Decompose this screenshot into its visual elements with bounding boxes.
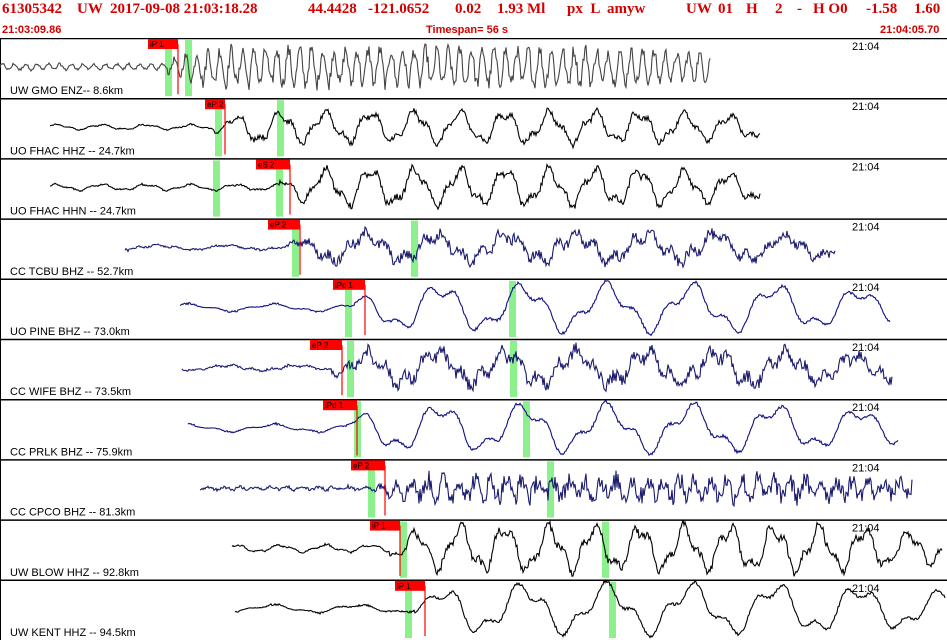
- pick-label: eS 2: [258, 160, 275, 169]
- panel-time-label: 21:04: [852, 342, 880, 354]
- station-label: UW GMO ENZ-- 8.6km: [10, 85, 123, 97]
- green-marker[interactable]: [276, 160, 283, 217]
- panel-time-label: 21:04: [852, 402, 880, 414]
- green-marker[interactable]: [165, 40, 172, 97]
- waveform: [49, 106, 761, 150]
- pick-marker[interactable]: [351, 460, 385, 471]
- event-datetime: 2017-09-08 21:03:18.28: [110, 1, 258, 17]
- pick-marker[interactable]: [395, 580, 425, 591]
- pick-marker[interactable]: [205, 99, 225, 110]
- green-marker[interactable]: [277, 100, 284, 157]
- event-h1: H: [746, 1, 758, 17]
- green-marker[interactable]: [215, 100, 222, 157]
- waveform: [49, 162, 761, 211]
- pick-marker[interactable]: [310, 340, 342, 350]
- waveform: [181, 342, 893, 393]
- trace-panel[interactable]: iP 1 21:04 UW BLOW HHZ -- 92.8km: [0, 519, 947, 580]
- green-marker[interactable]: [523, 401, 530, 458]
- panel-time-label: 21:04: [852, 523, 880, 535]
- station-label: CC TCBU BHZ -- 52.7km: [10, 266, 133, 278]
- pick-label: iP 1: [372, 522, 386, 531]
- panel-time-label: 21:04: [852, 282, 880, 294]
- trace-panel[interactable]: iPc 1 21:04 UO PINE BHZ -- 73.0km: [0, 278, 947, 339]
- green-marker[interactable]: [405, 581, 412, 638]
- panel-time-label: 21:04: [852, 101, 880, 113]
- waveform: [179, 279, 891, 337]
- waveform: [187, 399, 899, 457]
- pick-label: iPd 1: [325, 401, 344, 410]
- pick-label: eP 2: [270, 221, 287, 230]
- waveform: [0, 42, 711, 91]
- green-marker[interactable]: [411, 220, 418, 277]
- end-time: 21:04:05.70: [880, 24, 940, 36]
- event-depth: 0.02: [455, 1, 482, 17]
- pick-marker[interactable]: [256, 159, 290, 170]
- pick-label: iPc 1: [335, 281, 353, 290]
- event-n2: 2: [775, 1, 783, 17]
- green-marker[interactable]: [510, 341, 517, 398]
- pick-label: iP 1: [397, 582, 411, 591]
- event-lat: 44.4428: [308, 1, 357, 17]
- event-flags: px L amyw: [567, 1, 646, 17]
- station-label: CC PRLK BHZ -- 75.9km: [10, 446, 132, 458]
- trace-panel[interactable]: iP 1 21:04 UW KENT HHZ -- 94.5km: [0, 578, 947, 640]
- panel-time-label: 21:04: [852, 161, 880, 173]
- event-val1: -1.58: [866, 1, 898, 17]
- trace-panel[interactable]: eS 2 21:04 UO FHAC HHN -- 24.7km: [0, 158, 947, 219]
- event-lon: -121.0652: [368, 1, 430, 17]
- trace-panel[interactable]: eP 2 21:04 CC WIFE BHZ -- 73.5km: [0, 338, 947, 400]
- green-marker[interactable]: [213, 160, 220, 217]
- pick-label: iP 1: [150, 40, 164, 49]
- event-val2: 1.60: [914, 1, 941, 17]
- waveform: [231, 519, 943, 577]
- panel-time-label: 21:04: [852, 41, 880, 53]
- time-bar: 21:03:09.86 Timespan= 56 s 21:04:05.70: [0, 24, 947, 38]
- pick-label: eP 2: [353, 461, 370, 470]
- station-label: CC CPCO BHZ -- 81.3km: [10, 507, 135, 519]
- pick-marker[interactable]: [370, 520, 400, 531]
- waveform: [124, 225, 836, 269]
- start-time: 21:03:09.86: [2, 24, 62, 36]
- green-marker[interactable]: [400, 521, 407, 578]
- station-label: CC WIFE BHZ -- 73.5km: [10, 386, 131, 398]
- event-magnitude: 1.93 Ml: [497, 1, 546, 17]
- station-label: UO PINE BHZ -- 73.0km: [10, 326, 130, 338]
- panel-time-label: 21:04: [852, 583, 880, 595]
- station-label: UO FHAC HHZ -- 24.7km: [10, 145, 135, 157]
- seismogram-canvas[interactable]: iP 1 21:04 UW GMO ENZ-- 8.6km eP 2 21:04 UO F…: [0, 38, 947, 640]
- green-marker[interactable]: [345, 280, 352, 337]
- timespan: Timespan= 56 s: [426, 24, 509, 36]
- station-label: UO FHAC HHN -- 24.7km: [10, 206, 136, 218]
- event-h0: H O0: [813, 1, 848, 17]
- station-label: UW BLOW HHZ -- 92.8km: [10, 567, 139, 579]
- pick-label: eP 2: [312, 341, 329, 350]
- event-header: 61305342 UW 2017-09-08 21:03:18.28 44.44…: [0, 0, 947, 22]
- green-marker[interactable]: [347, 341, 354, 398]
- green-marker[interactable]: [509, 280, 516, 337]
- pick-label: eP 2: [207, 100, 224, 109]
- event-num: 01: [718, 1, 733, 17]
- trace-panel[interactable]: iPd 1 21:04 CC PRLK BHZ -- 75.9km: [0, 398, 947, 460]
- trace-panel[interactable]: iP 1 21:04 UW GMO ENZ-- 8.6km: [0, 38, 947, 99]
- pick-marker[interactable]: [333, 279, 365, 290]
- pick-marker[interactable]: [268, 219, 300, 230]
- pick-marker[interactable]: [323, 400, 357, 411]
- station-label: UW KENT HHZ -- 94.5km: [10, 627, 136, 639]
- event-dash: -: [797, 1, 802, 17]
- event-net2: UW: [686, 1, 712, 17]
- trace-panel[interactable]: eP 2 21:04 CC CPCO BHZ -- 81.3km: [0, 459, 947, 520]
- trace-panel[interactable]: eP 2 21:04 CC TCBU BHZ -- 52.7km: [0, 218, 947, 279]
- event-id: 61305342: [2, 1, 62, 17]
- event-network: UW: [77, 1, 103, 17]
- trace-panel[interactable]: eP 2 21:04 UO FHAC HHZ -- 24.7km: [0, 97, 947, 159]
- waveform: [234, 578, 946, 639]
- green-marker[interactable]: [547, 461, 554, 518]
- seismogram-panel[interactable]: iP 1 21:04 UW GMO ENZ-- 8.6km eP 2 21:04 UO F…: [0, 38, 947, 640]
- green-marker[interactable]: [609, 581, 616, 638]
- pick-marker[interactable]: [148, 39, 178, 49]
- panel-time-label: 21:04: [852, 222, 880, 234]
- green-marker[interactable]: [292, 220, 299, 277]
- waveform: [199, 470, 913, 508]
- panel-time-label: 21:04: [852, 462, 880, 474]
